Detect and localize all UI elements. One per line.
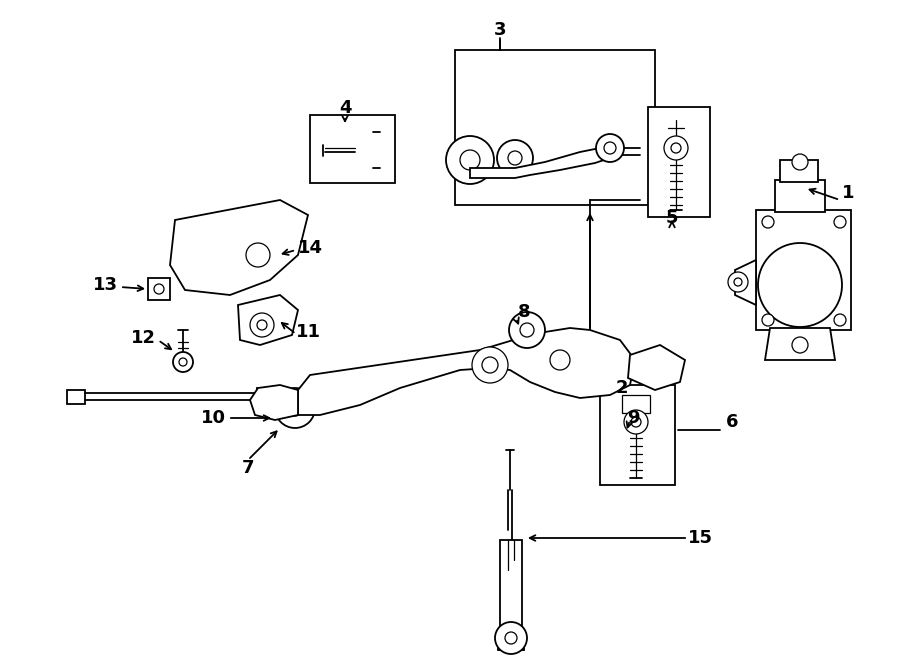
- Text: 15: 15: [688, 529, 713, 547]
- Circle shape: [460, 150, 480, 170]
- Bar: [257, 388, 271, 404]
- Text: 6: 6: [725, 413, 738, 431]
- Bar: [756, 210, 851, 330]
- Polygon shape: [238, 295, 298, 345]
- Circle shape: [596, 134, 624, 162]
- Text: 11: 11: [295, 323, 320, 341]
- Circle shape: [550, 350, 570, 370]
- Circle shape: [505, 632, 517, 644]
- Bar: [67, 390, 85, 404]
- Circle shape: [275, 388, 315, 428]
- Bar: [600, 385, 675, 485]
- Circle shape: [758, 243, 842, 327]
- Bar: [622, 395, 650, 413]
- Bar: [455, 50, 655, 205]
- Circle shape: [250, 313, 274, 337]
- Circle shape: [472, 347, 508, 383]
- Circle shape: [179, 358, 187, 366]
- Text: 14: 14: [298, 239, 322, 257]
- Circle shape: [154, 284, 164, 294]
- Text: 3: 3: [494, 21, 506, 39]
- Polygon shape: [628, 345, 685, 390]
- Circle shape: [246, 243, 270, 267]
- Circle shape: [497, 140, 533, 176]
- Polygon shape: [765, 328, 835, 360]
- Circle shape: [508, 151, 522, 165]
- Text: 5: 5: [666, 209, 679, 227]
- Bar: [222, 235, 240, 247]
- Circle shape: [509, 312, 545, 348]
- Circle shape: [631, 417, 641, 427]
- Circle shape: [604, 142, 616, 154]
- Text: 8: 8: [518, 303, 530, 321]
- Circle shape: [664, 136, 688, 160]
- Circle shape: [520, 323, 534, 337]
- Polygon shape: [170, 200, 308, 295]
- Bar: [780, 160, 818, 182]
- Circle shape: [495, 622, 527, 654]
- Text: 2: 2: [616, 379, 628, 397]
- Text: 1: 1: [842, 184, 854, 202]
- Text: 4: 4: [338, 99, 351, 117]
- Polygon shape: [470, 145, 615, 178]
- Text: 9: 9: [626, 409, 639, 427]
- Circle shape: [762, 216, 774, 228]
- Circle shape: [734, 278, 742, 286]
- Circle shape: [257, 320, 267, 330]
- Bar: [648, 107, 710, 217]
- Circle shape: [762, 314, 774, 326]
- Circle shape: [792, 154, 808, 170]
- Circle shape: [834, 314, 846, 326]
- Circle shape: [287, 400, 303, 416]
- Polygon shape: [250, 385, 298, 420]
- Circle shape: [624, 410, 648, 434]
- Text: 13: 13: [93, 276, 118, 294]
- Bar: [310, 115, 395, 183]
- Text: 12: 12: [130, 329, 156, 347]
- Circle shape: [792, 337, 808, 353]
- Polygon shape: [735, 260, 756, 305]
- Circle shape: [728, 272, 748, 292]
- Polygon shape: [298, 328, 635, 415]
- Circle shape: [482, 357, 498, 373]
- Bar: [148, 278, 170, 300]
- Circle shape: [173, 352, 193, 372]
- Circle shape: [834, 216, 846, 228]
- Text: 7: 7: [242, 459, 254, 477]
- Circle shape: [671, 143, 681, 153]
- Text: 10: 10: [201, 409, 226, 427]
- Circle shape: [446, 136, 494, 184]
- Bar: [500, 540, 522, 635]
- Bar: [775, 180, 825, 212]
